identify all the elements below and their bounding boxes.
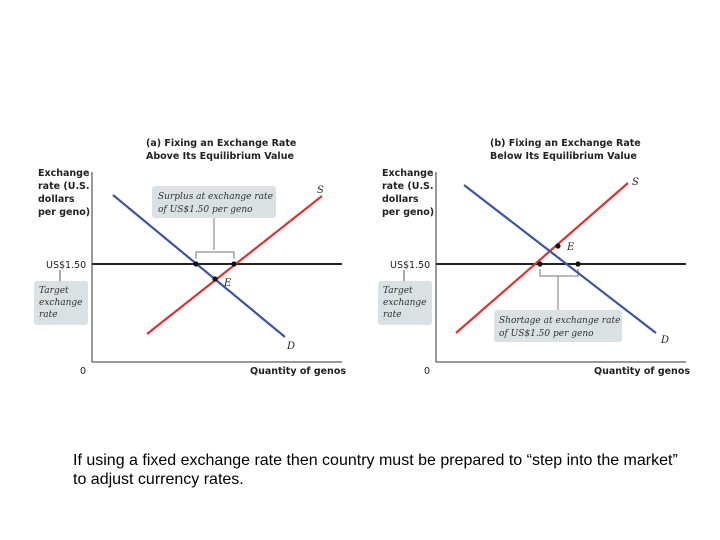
panel-a-demand-curve — [112, 194, 286, 338]
panel-a-title-line2: Above Its Equilibrium Value — [146, 151, 294, 162]
panel-a-demand-point — [193, 261, 199, 267]
panel-a-target-box — [34, 281, 88, 325]
panel-b-shortage-box — [494, 310, 622, 342]
panel-a-surplus-line2: of US$1.50 per geno — [158, 205, 253, 215]
panel-b-title-line2: Below Its Equilibrium Value — [490, 151, 637, 162]
panel-a-target-line3: rate — [39, 310, 58, 320]
panel-a-surplus-bracket — [195, 251, 235, 259]
panel-a-surplus-box — [152, 186, 276, 218]
panel-b-target-line3: rate — [383, 310, 402, 320]
panel-b-y-axis-line4: per geno) — [382, 207, 434, 218]
panel-a-demand-label: D — [286, 341, 295, 352]
panel-b-shortage-line1: Shortage at exchange rate — [499, 316, 620, 326]
panel-b-origin-label: 0 — [424, 366, 430, 377]
panel-a-target-line2: exchange — [39, 298, 83, 308]
panel-a-supply-point — [231, 261, 237, 267]
panel-b: (b) Fixing an Exchange Rate Below Its Eq… — [378, 138, 690, 377]
panel-a-x-axis-label: Quantity of genos — [250, 366, 346, 377]
panel-b-title-line1: (b) Fixing an Exchange Rate — [490, 138, 641, 149]
panel-a-y-axis-line3: dollars — [38, 194, 75, 205]
panel-b-shortage-line2: of US$1.50 per geno — [499, 329, 594, 339]
panel-b-supply-point — [537, 261, 543, 267]
panel-b-y-axis-line1: Exchange — [382, 168, 433, 179]
panel-b-shortage-bracket — [539, 269, 579, 277]
panel-b-y-axis-line2: rate (U.S. — [382, 181, 434, 192]
panel-b-x-axis-label: Quantity of genos — [594, 366, 690, 377]
panel-b-target-box — [378, 281, 432, 325]
panel-b-target-line1: Target — [383, 286, 413, 296]
panel-a-equilibrium-label: E — [223, 278, 232, 289]
panel-a-target-line1: Target — [39, 286, 69, 296]
panel-b-demand-curve — [463, 184, 657, 334]
caption-text: If using a fixed exchange rate then coun… — [73, 452, 678, 488]
panel-b-y-axis-line3: dollars — [382, 194, 419, 205]
panel-a: (a) Fixing an Exchange Rate Above Its Eq… — [34, 138, 346, 377]
panel-b-target-line2: exchange — [383, 298, 427, 308]
panel-b-demand-label: D — [660, 335, 669, 346]
panel-b-supply-label: S — [632, 177, 639, 188]
panel-b-supply-curve — [455, 182, 629, 334]
panel-a-equilibrium-point — [212, 276, 218, 282]
panel-a-price-label: US$1.50 — [46, 260, 86, 271]
panel-a-y-axis-line2: rate (U.S. — [38, 181, 90, 192]
panel-a-y-axis-line1: Exchange — [38, 168, 89, 179]
panel-a-supply-label: S — [317, 185, 324, 196]
panel-b-price-label: US$1.50 — [390, 260, 430, 271]
panel-b-equilibrium-point — [555, 243, 561, 249]
panel-b-demand-point — [575, 261, 581, 267]
panel-b-equilibrium-label: E — [566, 242, 575, 253]
panel-a-title-line1: (a) Fixing an Exchange Rate — [146, 138, 296, 149]
panel-a-origin-label: 0 — [80, 366, 86, 377]
panel-a-surplus-line1: Surplus at exchange rate — [158, 192, 273, 202]
panel-a-y-axis-line4: per geno) — [38, 207, 90, 218]
